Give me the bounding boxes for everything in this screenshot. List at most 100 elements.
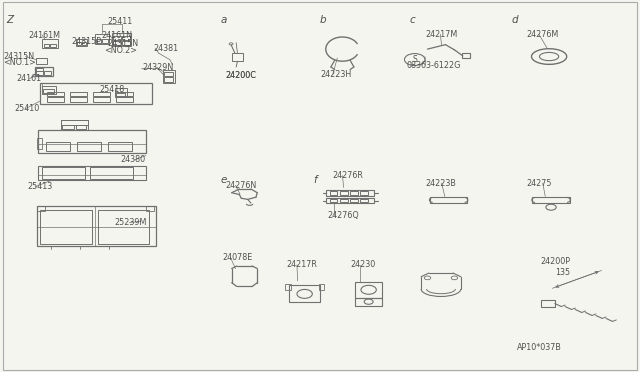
Bar <box>532 197 570 203</box>
Text: 24161N: 24161N <box>101 31 132 40</box>
Bar <box>36 68 43 71</box>
Text: 25410: 25410 <box>14 104 39 113</box>
Text: 24381: 24381 <box>154 44 179 53</box>
Text: AP10*037B: AP10*037B <box>517 343 562 352</box>
Bar <box>102 39 108 43</box>
Bar <box>62 125 74 129</box>
Bar <box>360 191 368 195</box>
Bar <box>113 36 121 40</box>
Bar <box>340 191 348 195</box>
Text: 24078E: 24078E <box>223 253 253 262</box>
Text: 24315N: 24315N <box>3 52 35 61</box>
Text: 24315P: 24315P <box>72 37 102 46</box>
Bar <box>37 206 45 211</box>
Text: 24200P: 24200P <box>541 257 571 266</box>
Bar <box>37 138 42 149</box>
Bar <box>61 120 88 130</box>
Bar <box>38 166 146 180</box>
Bar <box>146 206 154 211</box>
Bar <box>319 284 324 290</box>
Bar <box>122 41 130 45</box>
Bar <box>116 93 125 97</box>
Bar <box>541 300 555 307</box>
Bar <box>42 86 56 94</box>
Bar <box>61 120 88 125</box>
Bar <box>38 130 146 153</box>
Text: <NO.2>: <NO.2> <box>104 46 137 55</box>
Text: e: e <box>221 175 227 185</box>
Bar <box>93 92 110 96</box>
Text: 24217R: 24217R <box>287 260 317 269</box>
Text: 25413: 25413 <box>27 182 52 191</box>
Bar <box>44 71 51 75</box>
Bar <box>37 206 156 246</box>
Bar <box>340 199 348 202</box>
Text: d: d <box>512 15 518 25</box>
Bar <box>44 44 49 47</box>
Bar <box>108 142 132 151</box>
Bar <box>42 167 85 179</box>
Bar <box>462 53 470 58</box>
Bar <box>95 34 109 44</box>
Bar <box>289 285 320 302</box>
Bar <box>163 70 175 83</box>
Text: 24276N: 24276N <box>225 181 257 190</box>
Bar <box>360 199 368 202</box>
Text: 24329N: 24329N <box>142 63 173 72</box>
Bar <box>46 142 70 151</box>
Bar <box>96 39 101 43</box>
Text: 24161M: 24161M <box>28 31 60 40</box>
Bar <box>122 36 130 40</box>
Text: 24276Q: 24276Q <box>328 211 360 219</box>
Bar <box>350 199 358 202</box>
Bar <box>90 167 133 179</box>
Bar <box>77 142 101 151</box>
Text: 24315N: 24315N <box>108 39 139 48</box>
Bar <box>285 284 291 290</box>
Bar <box>76 125 86 129</box>
Text: 24217M: 24217M <box>426 30 458 39</box>
Text: 135: 135 <box>556 268 571 277</box>
Text: 25411: 25411 <box>108 17 133 26</box>
Text: 24380: 24380 <box>120 155 145 164</box>
Bar <box>326 198 374 203</box>
Bar <box>76 39 87 46</box>
Bar <box>330 191 337 195</box>
Text: 08363-6122G: 08363-6122G <box>406 61 461 70</box>
Text: f: f <box>314 175 317 185</box>
Text: 24200C: 24200C <box>225 71 256 80</box>
Bar <box>326 190 374 196</box>
Bar <box>35 67 53 76</box>
Bar <box>42 39 58 48</box>
Bar <box>47 97 64 102</box>
Text: 24276M: 24276M <box>526 30 558 39</box>
Bar <box>232 53 243 61</box>
Bar <box>47 92 64 96</box>
Bar <box>350 191 358 195</box>
Text: 24223H: 24223H <box>320 70 351 79</box>
Bar <box>82 42 86 45</box>
Bar <box>330 199 337 202</box>
Bar <box>93 97 110 102</box>
Bar <box>164 72 173 76</box>
Bar <box>164 77 173 82</box>
Bar <box>355 282 382 298</box>
Text: 24161: 24161 <box>16 74 41 83</box>
Text: 24223B: 24223B <box>426 179 456 187</box>
Bar <box>77 42 81 45</box>
Bar <box>43 89 54 93</box>
Text: 24230: 24230 <box>351 260 376 269</box>
Bar <box>50 44 56 47</box>
Bar <box>70 92 87 96</box>
Bar <box>98 210 149 244</box>
Text: 24276R: 24276R <box>333 171 364 180</box>
Bar <box>116 97 133 102</box>
Bar <box>355 298 382 306</box>
Bar <box>36 58 47 64</box>
Text: a: a <box>221 15 227 25</box>
Bar <box>112 33 131 46</box>
Text: b: b <box>320 15 326 25</box>
Bar <box>116 92 133 96</box>
Text: 25239M: 25239M <box>114 218 147 227</box>
Text: 25418: 25418 <box>99 85 124 94</box>
